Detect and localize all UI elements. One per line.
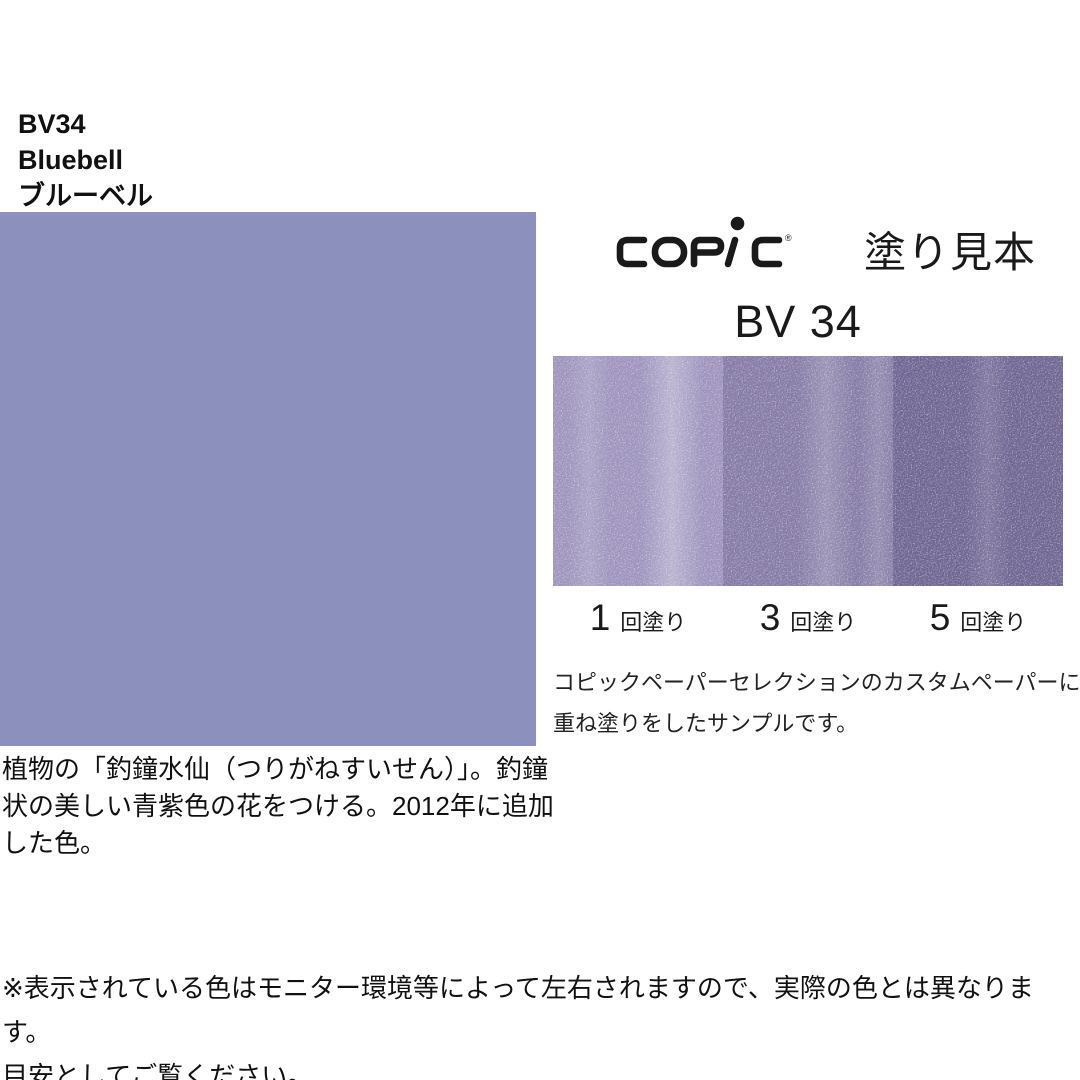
sample-code-heading: BV 34	[734, 296, 862, 347]
color-description: 植物の「釣鐘水仙（つりがねすいせん）」。釣鐘 状の美しい青紫色の花をつける。20…	[2, 754, 554, 858]
monitor-disclaimer: ※表示されている色はモニター環境等によって左右されますので、実際の色とは異なりま…	[2, 973, 1034, 1080]
coat-label-5: 5 回塗り	[893, 597, 1063, 641]
sample-card: ® 塗り見本 BV 34	[540, 0, 1080, 1080]
coat-unit-label: 回塗り	[960, 610, 1027, 635]
coat-band-3	[723, 356, 893, 586]
coat-label-1: 1 回塗り	[553, 597, 723, 641]
sample-sheet-label: 塗り見本	[864, 229, 1037, 276]
coat-count: 1	[589, 597, 612, 638]
coat-band-5	[893, 356, 1063, 586]
color-title-block: BV34 Bluebell ブルーベル	[18, 106, 153, 214]
coat-band-1	[553, 356, 723, 586]
copic-logo-icon: ®	[616, 216, 792, 268]
logo-row: ® 塗り見本	[610, 213, 1035, 275]
registered-trademark: ®	[785, 233, 792, 243]
coat-unit-label: 回塗り	[790, 610, 857, 635]
marker-coat-sample-image	[553, 356, 1063, 586]
coat-count: 5	[929, 597, 952, 638]
coat-count: 3	[759, 597, 782, 638]
color-name-japanese: ブルーベル	[18, 181, 153, 211]
coat-label-3: 3 回塗り	[723, 597, 893, 641]
color-code: BV34	[18, 109, 86, 139]
coat-labels-row: 1 回塗り 3 回塗り 5 回塗り	[553, 597, 1063, 641]
copic-i-dot	[730, 216, 745, 231]
color-swatch	[0, 212, 536, 746]
sample-note: コピックペーパーセレクションのカスタムペーパーに 重ね塗りをしたサンプルです。	[553, 670, 1080, 736]
coat-unit-label: 回塗り	[620, 610, 687, 635]
color-name-english: Bluebell	[18, 145, 124, 175]
